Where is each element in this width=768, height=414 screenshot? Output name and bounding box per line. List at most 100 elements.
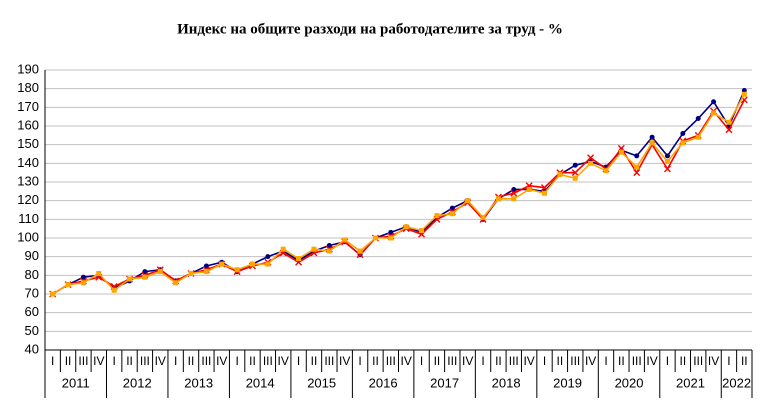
x-tick-label: II — [680, 354, 687, 368]
point — [511, 196, 517, 202]
x-tick-label: II — [249, 354, 256, 368]
x-tick-label: I — [727, 354, 730, 368]
x-group-label: 2011 — [62, 375, 90, 390]
point — [419, 228, 425, 234]
point — [65, 282, 71, 288]
x-group-label: 2015 — [307, 375, 336, 390]
x-tick-label: III — [693, 354, 703, 368]
y-tick-label: 110 — [18, 211, 39, 226]
x-tick-label: II — [618, 354, 625, 368]
x-tick-label: I — [358, 354, 361, 368]
series-line — [52, 99, 746, 295]
x-tick-label: I — [666, 354, 669, 368]
point — [219, 261, 225, 267]
point — [634, 153, 640, 159]
point — [265, 261, 271, 267]
point — [725, 126, 733, 134]
point — [203, 269, 209, 275]
x-group-label: 2020 — [615, 375, 644, 390]
point — [157, 269, 163, 275]
point — [142, 269, 148, 275]
point — [664, 153, 670, 159]
x-tick-label: II — [372, 354, 379, 368]
point — [511, 186, 517, 192]
y-tick-label: 170 — [17, 99, 39, 114]
x-tick-label: IV — [523, 354, 534, 368]
x-tick-label: I — [51, 354, 54, 368]
y-tick-label: 90 — [25, 248, 39, 263]
point — [403, 224, 409, 230]
y-tick-label: 50 — [25, 323, 39, 338]
point — [572, 162, 578, 168]
y-tick-label: 180 — [17, 80, 39, 95]
x-tick-label: IV — [216, 354, 227, 368]
x-tick-label: I — [112, 354, 115, 368]
point — [173, 280, 179, 286]
point — [111, 287, 117, 293]
y-tick-label: 60 — [25, 304, 39, 319]
x-group-label: 2013 — [184, 375, 213, 390]
point — [203, 263, 209, 269]
point — [357, 248, 363, 254]
point — [142, 274, 148, 280]
point — [695, 134, 701, 140]
point — [326, 242, 332, 248]
chart-title: Индекс на общите разходи на работодатели… — [177, 21, 563, 37]
x-tick-label: IV — [708, 354, 719, 368]
x-tick-label: III — [78, 354, 88, 368]
point — [342, 237, 348, 243]
point — [449, 205, 455, 211]
y-tick-label: 40 — [25, 341, 39, 356]
x-tick-label: I — [420, 354, 423, 368]
point — [634, 164, 640, 170]
x-group-label: 2021 — [676, 375, 705, 390]
point — [663, 165, 671, 173]
point — [587, 154, 595, 162]
x-tick-label: III — [201, 354, 211, 368]
x-tick-label: III — [324, 354, 334, 368]
x-group-label: 2022 — [722, 375, 751, 390]
x-group-label: 2019 — [553, 375, 582, 390]
point — [726, 119, 732, 125]
point — [649, 134, 655, 140]
point — [571, 169, 579, 177]
point — [603, 168, 609, 174]
point — [526, 186, 532, 192]
point — [618, 149, 624, 155]
point — [50, 291, 56, 297]
point — [510, 189, 518, 197]
x-tick-label: II — [126, 354, 133, 368]
x-tick-label: IV — [155, 354, 166, 368]
x-tick-label: III — [263, 354, 273, 368]
x-tick-label: II — [741, 354, 748, 368]
x-tick-label: II — [557, 354, 564, 368]
y-tick-label: 130 — [17, 173, 39, 188]
y-tick-label: 150 — [17, 136, 39, 151]
series-line — [52, 93, 746, 295]
point — [711, 110, 717, 116]
y-tick-label: 120 — [17, 192, 39, 207]
x-tick-label: I — [543, 354, 546, 368]
point — [572, 175, 578, 181]
point — [664, 158, 670, 164]
point — [680, 140, 686, 146]
point — [633, 169, 641, 177]
point — [588, 160, 594, 166]
point — [695, 116, 701, 122]
y-tick-label: 70 — [25, 285, 39, 300]
x-tick-label: III — [140, 354, 150, 368]
point — [465, 198, 471, 204]
y-tick-label: 140 — [17, 155, 39, 170]
x-tick-label: I — [481, 354, 484, 368]
x-tick-label: III — [386, 354, 396, 368]
x-group-label: 2016 — [369, 375, 398, 390]
point — [326, 248, 332, 254]
y-tick-label: 190 — [17, 61, 39, 76]
point — [127, 276, 133, 282]
x-tick-label: II — [495, 354, 502, 368]
point — [449, 211, 455, 217]
x-tick-label: IV — [93, 354, 104, 368]
x-tick-label: IV — [646, 354, 657, 368]
x-tick-label: IV — [401, 354, 412, 368]
